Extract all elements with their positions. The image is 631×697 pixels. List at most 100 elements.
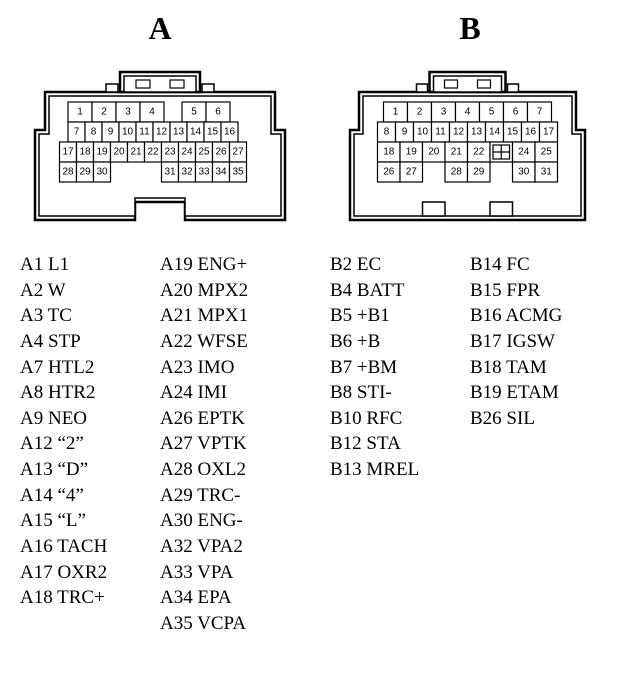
svg-text:22: 22 bbox=[473, 147, 485, 158]
connector-a-block: A 12345678910111213141516171819202122232… bbox=[20, 10, 300, 227]
pin-row: B5 +B1 bbox=[330, 303, 440, 329]
pin-row: B19 ETAM bbox=[470, 380, 580, 406]
pin-row: A18 TRC+ bbox=[20, 585, 130, 611]
pin-row: B18 TAM bbox=[470, 355, 580, 381]
svg-text:28: 28 bbox=[62, 167, 74, 178]
pin-row: B7 +BM bbox=[330, 355, 440, 381]
svg-text:30: 30 bbox=[518, 167, 530, 178]
pin-row: A34 EPA bbox=[160, 585, 280, 611]
svg-text:29: 29 bbox=[79, 167, 91, 178]
connector-a-svg: 1234567891011121314151617181920212223242… bbox=[20, 52, 300, 227]
pin-row: A22 WFSE bbox=[160, 329, 280, 355]
svg-text:24: 24 bbox=[181, 147, 193, 158]
svg-text:14: 14 bbox=[190, 127, 202, 138]
connector-a-title: A bbox=[20, 10, 300, 47]
pin-row: A33 VPA bbox=[160, 560, 280, 586]
svg-text:32: 32 bbox=[181, 167, 193, 178]
svg-text:25: 25 bbox=[541, 147, 553, 158]
pin-row: A1 L1 bbox=[20, 252, 130, 278]
svg-text:34: 34 bbox=[215, 167, 227, 178]
pin-column-b1: B2 ECB4 BATTB5 +B1B6 +BB7 +BMB8 STI-B10 … bbox=[330, 252, 440, 637]
pin-row: A12 “2” bbox=[20, 431, 130, 457]
svg-text:15: 15 bbox=[507, 127, 519, 138]
svg-text:13: 13 bbox=[173, 127, 185, 138]
pin-row: B26 SIL bbox=[470, 406, 580, 432]
svg-text:19: 19 bbox=[96, 147, 108, 158]
pin-row: B10 RFC bbox=[330, 406, 440, 432]
svg-text:28: 28 bbox=[451, 167, 463, 178]
pin-row: A23 IMO bbox=[160, 355, 280, 381]
svg-text:12: 12 bbox=[156, 127, 168, 138]
svg-text:23: 23 bbox=[164, 147, 176, 158]
svg-text:7: 7 bbox=[74, 127, 80, 138]
svg-text:24: 24 bbox=[518, 147, 530, 158]
pin-row: A7 HTL2 bbox=[20, 355, 130, 381]
pin-row: A26 EPTK bbox=[160, 406, 280, 432]
pin-row: B13 MREL bbox=[330, 457, 440, 483]
connector-b-block: B 12345678910111213141516171819202122232… bbox=[340, 10, 600, 227]
pin-row: B17 IGSW bbox=[470, 329, 580, 355]
pin-row: A35 VCPA bbox=[160, 611, 280, 637]
svg-text:17: 17 bbox=[543, 127, 555, 138]
svg-text:22: 22 bbox=[147, 147, 159, 158]
pin-row: B8 STI- bbox=[330, 380, 440, 406]
svg-text:27: 27 bbox=[406, 167, 418, 178]
svg-text:21: 21 bbox=[130, 147, 142, 158]
pin-row: A24 IMI bbox=[160, 380, 280, 406]
pin-row: A2 W bbox=[20, 278, 130, 304]
pin-row: B6 +B bbox=[330, 329, 440, 355]
pin-row: A14 “4” bbox=[20, 483, 130, 509]
pin-row: A20 MPX2 bbox=[160, 278, 280, 304]
pin-row: A8 HTR2 bbox=[20, 380, 130, 406]
pin-row: B2 EC bbox=[330, 252, 440, 278]
svg-text:33: 33 bbox=[198, 167, 210, 178]
connector-b-svg: 1234567891011121314151617181920212223242… bbox=[340, 52, 600, 227]
svg-text:2: 2 bbox=[101, 107, 107, 118]
svg-text:31: 31 bbox=[541, 167, 553, 178]
svg-text:14: 14 bbox=[489, 127, 501, 138]
svg-text:6: 6 bbox=[513, 107, 519, 118]
pin-row: A30 ENG- bbox=[160, 508, 280, 534]
svg-text:4: 4 bbox=[465, 107, 471, 118]
pin-column-a2: A19 ENG+A20 MPX2A21 MPX1A22 WFSEA23 IMOA… bbox=[160, 252, 280, 637]
svg-text:18: 18 bbox=[383, 147, 395, 158]
svg-text:16: 16 bbox=[525, 127, 537, 138]
svg-text:35: 35 bbox=[232, 167, 244, 178]
svg-text:8: 8 bbox=[91, 127, 97, 138]
svg-text:5: 5 bbox=[489, 107, 495, 118]
pin-row: A19 ENG+ bbox=[160, 252, 280, 278]
svg-text:1: 1 bbox=[77, 107, 83, 118]
pin-row: A13 “D” bbox=[20, 457, 130, 483]
svg-text:4: 4 bbox=[149, 107, 155, 118]
svg-text:26: 26 bbox=[383, 167, 395, 178]
pin-row: B4 BATT bbox=[330, 278, 440, 304]
svg-text:19: 19 bbox=[406, 147, 418, 158]
pin-row: A3 TC bbox=[20, 303, 130, 329]
svg-text:10: 10 bbox=[122, 127, 134, 138]
svg-text:5: 5 bbox=[191, 107, 197, 118]
svg-text:26: 26 bbox=[215, 147, 227, 158]
svg-text:31: 31 bbox=[164, 167, 176, 178]
svg-text:8: 8 bbox=[384, 127, 390, 138]
svg-text:10: 10 bbox=[417, 127, 429, 138]
svg-text:20: 20 bbox=[428, 147, 440, 158]
svg-text:27: 27 bbox=[232, 147, 244, 158]
svg-text:1: 1 bbox=[393, 107, 399, 118]
pin-column-a1: A1 L1A2 WA3 TCA4 STPA7 HTL2A8 HTR2A9 NEO… bbox=[20, 252, 130, 637]
pin-column-b2: B14 FCB15 FPRB16 ACMGB17 IGSWB18 TAMB19 … bbox=[470, 252, 580, 637]
svg-text:16: 16 bbox=[224, 127, 236, 138]
connector-b-title: B bbox=[340, 10, 600, 47]
pin-row: A21 MPX1 bbox=[160, 303, 280, 329]
svg-text:9: 9 bbox=[108, 127, 114, 138]
pin-row: B14 FC bbox=[470, 252, 580, 278]
pin-row: A28 OXL2 bbox=[160, 457, 280, 483]
svg-text:2: 2 bbox=[417, 107, 423, 118]
pin-row: A27 VPTK bbox=[160, 431, 280, 457]
svg-text:3: 3 bbox=[125, 107, 131, 118]
pin-row: A16 TACH bbox=[20, 534, 130, 560]
svg-text:9: 9 bbox=[402, 127, 408, 138]
svg-text:30: 30 bbox=[96, 167, 108, 178]
svg-text:17: 17 bbox=[62, 147, 74, 158]
svg-text:21: 21 bbox=[451, 147, 463, 158]
pin-row: A29 TRC- bbox=[160, 483, 280, 509]
